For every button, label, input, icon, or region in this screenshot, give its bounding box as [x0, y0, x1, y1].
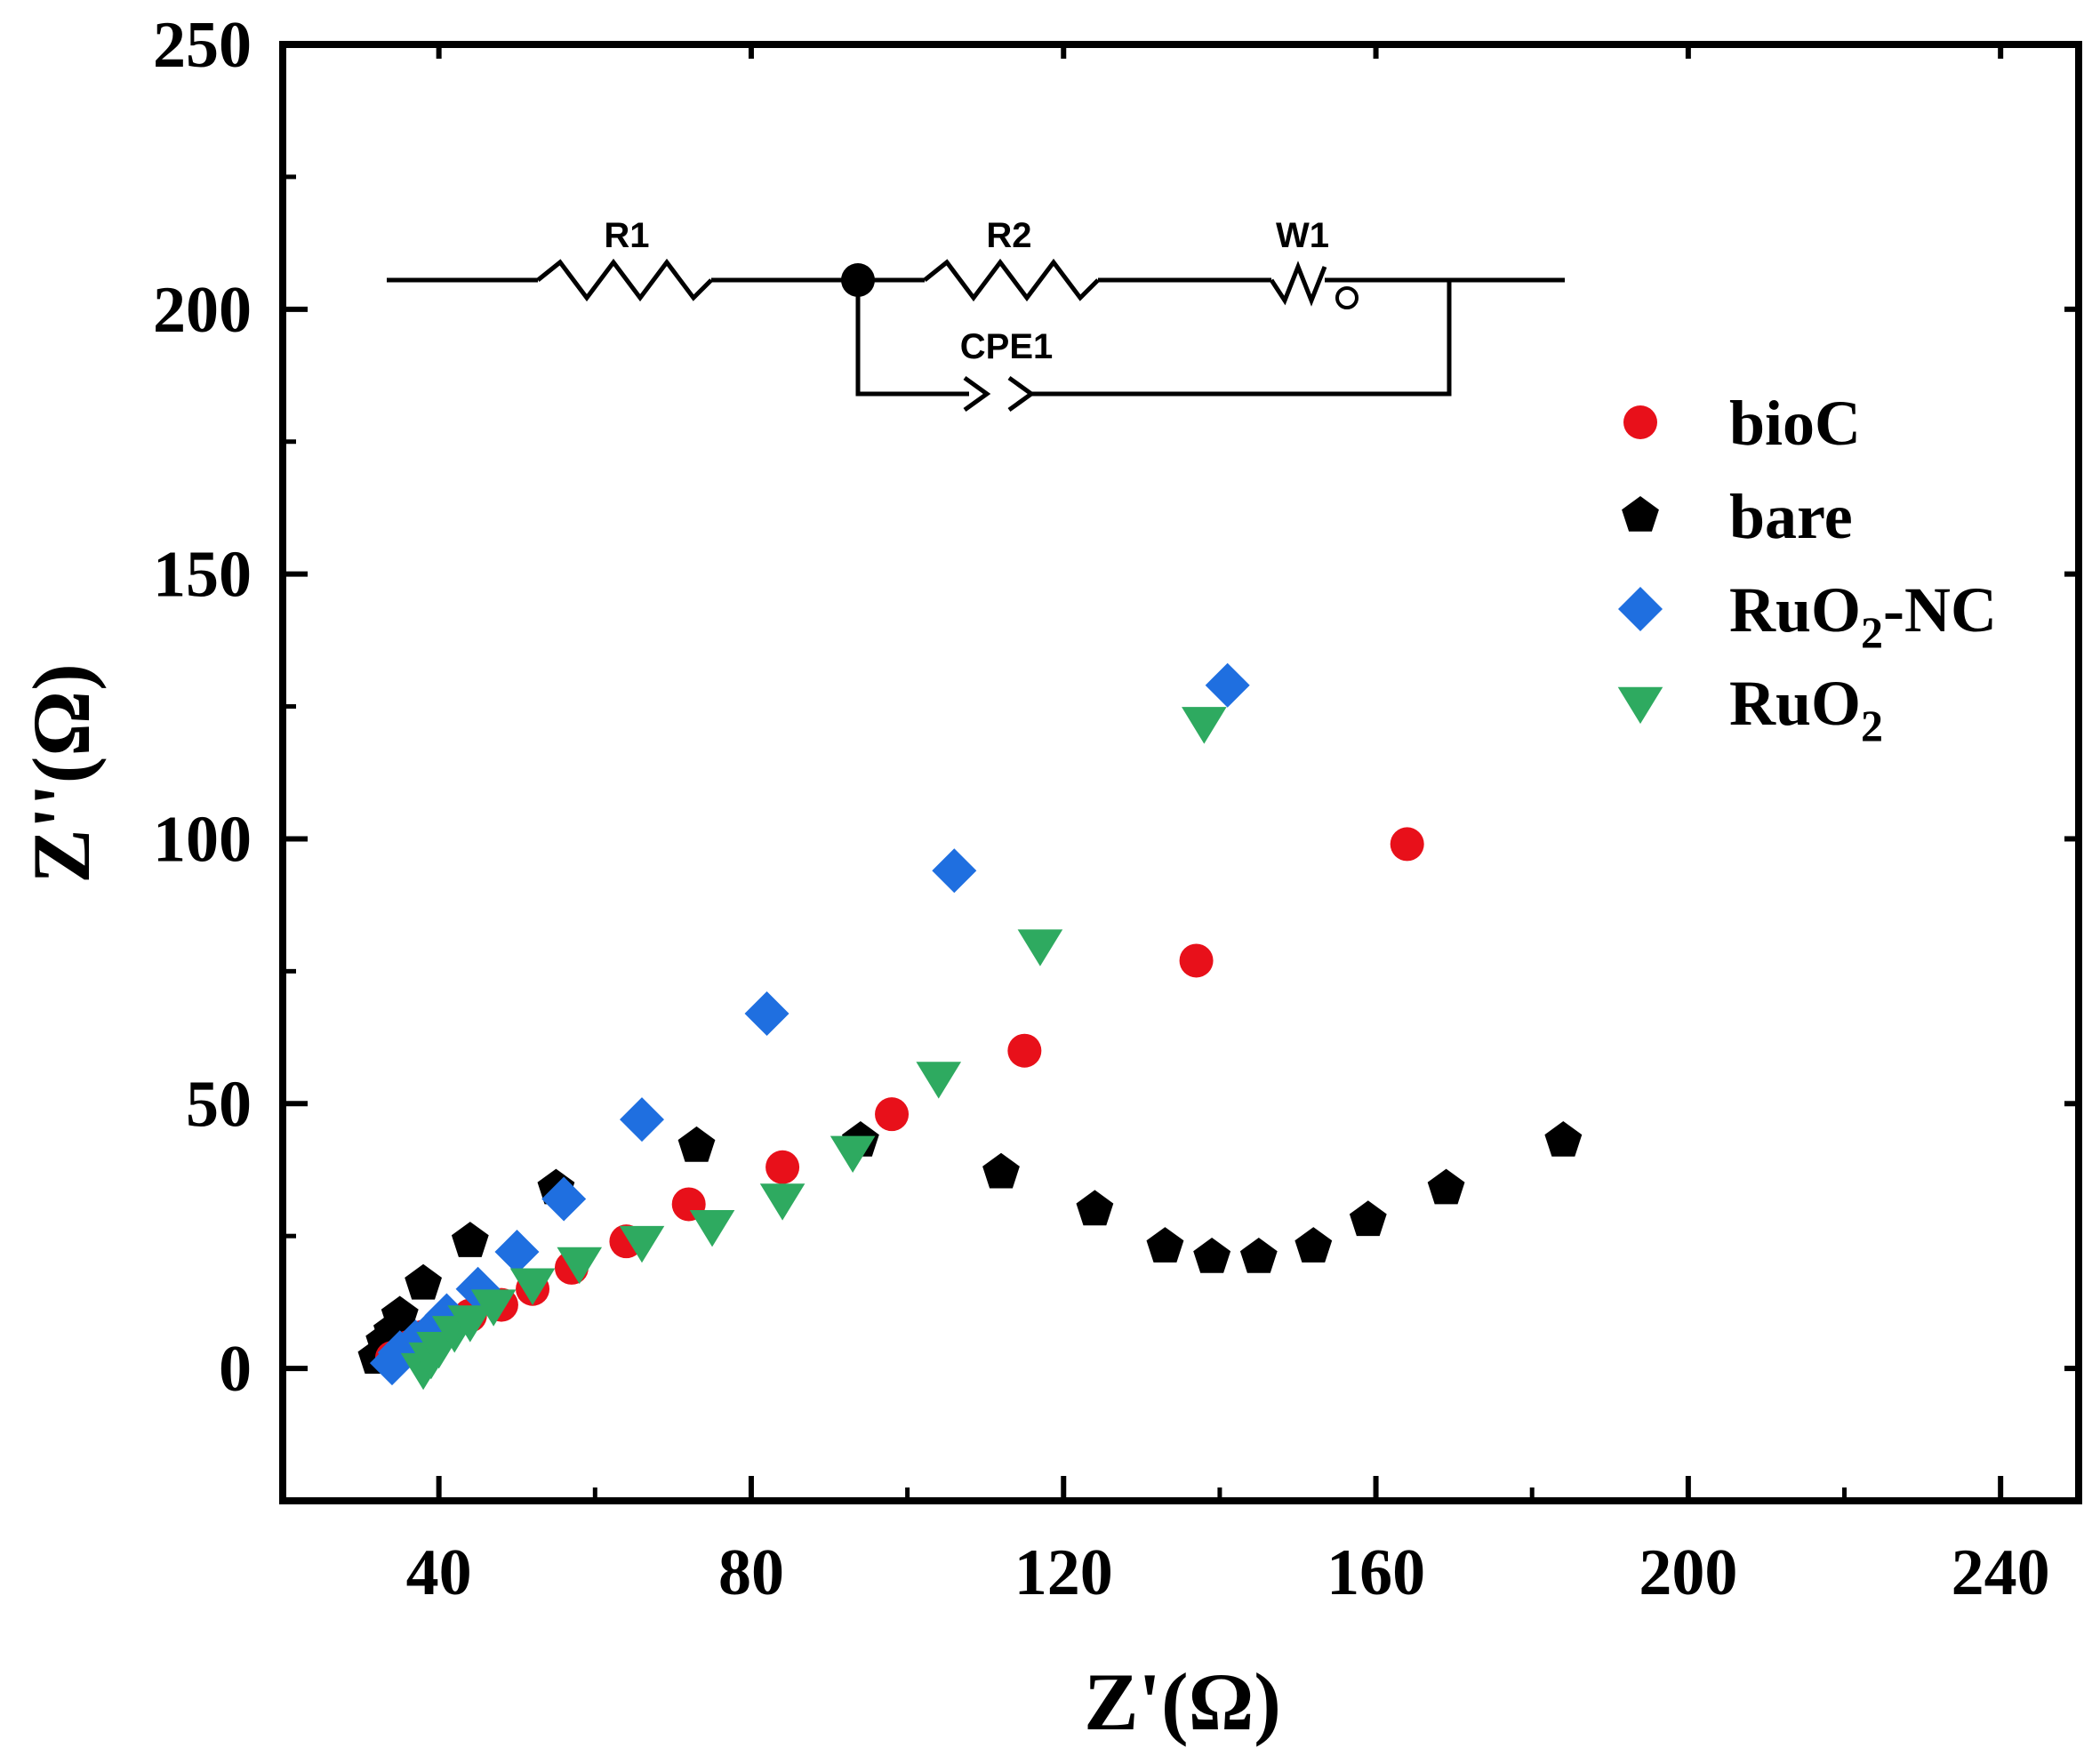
data-point-RuO2: [916, 1062, 962, 1099]
resistor-r1-icon: [536, 258, 713, 302]
plot-frame: [279, 41, 2082, 1504]
warburg-open-circle-icon: [1335, 286, 1359, 309]
x-tick-label: 120: [1014, 1536, 1113, 1609]
data-point-RuO2-NC: [541, 1176, 587, 1222]
legend-label-RuO2: RuO2: [1729, 668, 1883, 750]
y-tick-label: 50: [186, 1068, 252, 1141]
data-point-bioC: [1007, 1033, 1042, 1068]
data-point-bare: [381, 1295, 419, 1332]
data-point-bare: [451, 1222, 489, 1257]
y-tick-label: 0: [219, 1333, 252, 1406]
data-point-bare: [1076, 1190, 1114, 1226]
legend-marker-bare: [1622, 496, 1659, 532]
data-point-RuO2: [759, 1183, 806, 1221]
circuit-label-r2: R2: [986, 216, 1031, 255]
legend-label-bioC: bioC: [1729, 388, 1861, 459]
x-tick-label: 40: [406, 1536, 472, 1609]
legend-marker-bioC: [1623, 405, 1657, 439]
data-point-bare: [1193, 1238, 1231, 1273]
x-tick-label: 200: [1639, 1536, 1737, 1609]
cpe-branch-wire-left: [855, 280, 969, 397]
data-point-bare: [1427, 1168, 1465, 1205]
data-point-RuO2-NC: [620, 1097, 664, 1143]
legend-label-RuO2-NC: RuO2-NC: [1729, 574, 1997, 657]
cpe-branch-wire-right: [1031, 280, 1452, 397]
data-point-bare: [1294, 1227, 1333, 1263]
data-point-RuO2: [1182, 707, 1227, 744]
data-point-RuO2: [689, 1210, 735, 1247]
data-point-RuO2: [557, 1247, 603, 1285]
data-point-bare: [1146, 1227, 1184, 1263]
x-tick-label: 80: [718, 1536, 784, 1609]
data-point-RuO2: [619, 1225, 665, 1263]
data-point-bare: [405, 1263, 442, 1300]
data-point-RuO2-NC: [1205, 662, 1250, 708]
data-point-bioC: [765, 1150, 800, 1184]
data-point-bioC: [1390, 827, 1424, 862]
warburg-w1-icon: [1269, 261, 1327, 307]
y-tick-label: 250: [153, 9, 252, 82]
data-point-RuO2: [830, 1135, 876, 1174]
circuit-node-dot: [841, 263, 875, 297]
y-axis-title: Z''(Ω): [16, 663, 107, 883]
resistor-r2-icon: [923, 258, 1100, 302]
equivalent-circuit-diagram: [387, 258, 1565, 413]
circuit-label-cpe1: CPE1: [960, 327, 1054, 366]
axes-layer: 40 80 120 160 200 240 0 50 100 150 200 250: [153, 9, 2082, 1609]
data-point-bare: [1544, 1121, 1583, 1157]
series-bare: [357, 1121, 1583, 1374]
data-point-RuO2: [470, 1289, 517, 1327]
data-series-layer: [357, 662, 1583, 1391]
y-tick-label: 100: [153, 803, 252, 876]
data-point-bioC: [875, 1097, 910, 1132]
data-point-bare: [1239, 1238, 1278, 1273]
data-point-RuO2: [509, 1268, 556, 1305]
x-tick-label: 160: [1327, 1536, 1425, 1609]
cpe1-icon: [963, 375, 1036, 413]
data-point-RuO2: [1017, 929, 1063, 966]
data-point-RuO2-NC: [744, 991, 790, 1037]
circuit-label-r1: R1: [604, 216, 649, 255]
data-point-bare: [1349, 1200, 1387, 1237]
legend: bioC bare RuO2-NC RuO2: [1617, 388, 1997, 750]
data-point-bioC: [1179, 943, 1214, 978]
y-tick-label: 200: [153, 274, 252, 347]
legend-marker-RuO2-NC: [1618, 587, 1663, 631]
y-tick-label: 150: [153, 539, 252, 612]
x-tick-label: 240: [1952, 1536, 2050, 1609]
circuit-label-w1: W1: [1276, 216, 1329, 255]
legend-marker-RuO2: [1617, 686, 1663, 725]
data-point-RuO2-NC: [494, 1230, 540, 1275]
data-point-bare: [677, 1126, 716, 1162]
data-point-RuO2-NC: [932, 848, 977, 894]
legend-label-bare: bare: [1729, 481, 1853, 552]
data-point-RuO2: [447, 1305, 493, 1343]
series-RuO2: [400, 707, 1227, 1391]
data-point-bare: [982, 1152, 1020, 1189]
x-axis-title: Z'(Ω): [1084, 1656, 1281, 1747]
series-RuO2-NC: [369, 662, 1250, 1386]
